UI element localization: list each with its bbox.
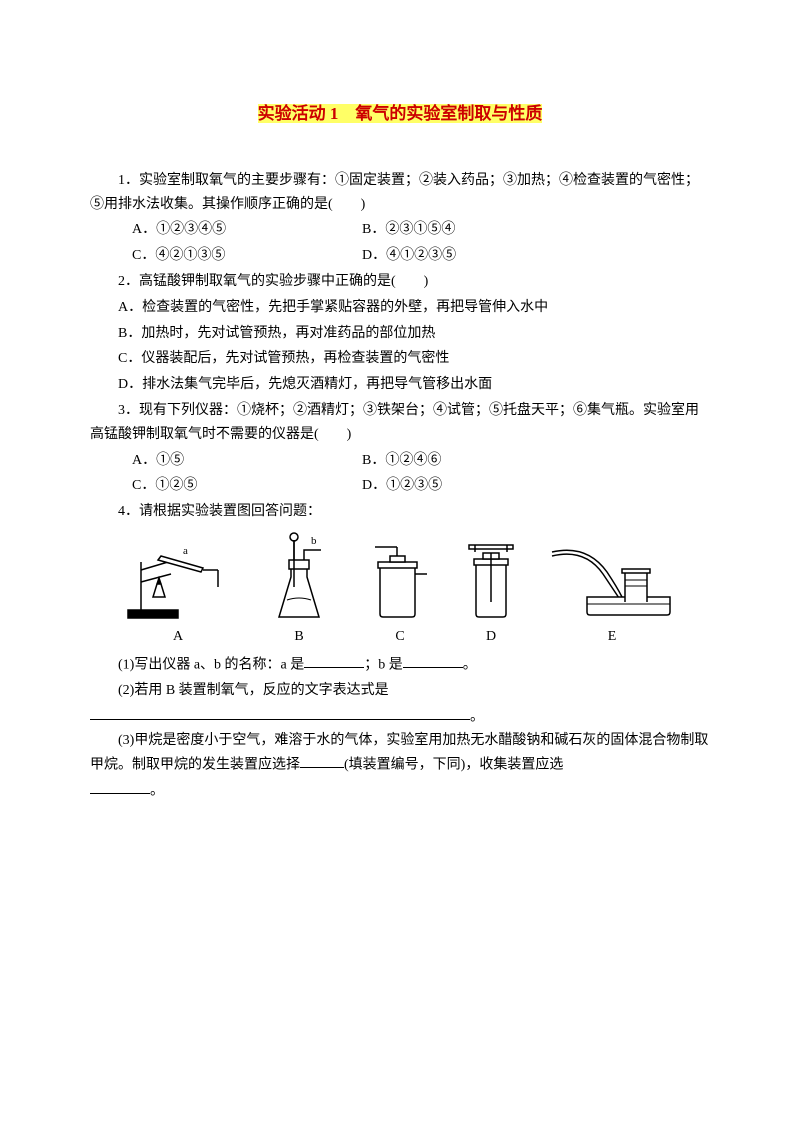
diagram-label-B: B [259,625,339,649]
q4-sub3: (3)甲烷是密度小于空气，难溶于水的气体，实验室用加热无水醋酸钠和碱石灰的固体混… [90,729,710,777]
q4-sub1: (1)写出仪器 a、b 的名称：a 是 ；b 是 。 [90,653,710,677]
diagram-row: a A b B [110,532,690,649]
q1-options-row1: A．①②③④⑤ B．②③①⑤④ [132,218,710,242]
q2-optD: D．排水法集气完毕后，先熄灭酒精灯，再把导气管移出水面 [90,373,710,397]
q4-sub2-end: 。 [470,709,484,724]
q4-sub3-mid: (填装置编号，下同)，收集装置应选 [344,757,563,772]
page-title: 实验活动 1 氧气的实验室制取与性质 [90,100,710,129]
q1-options-row2: C．④②①③⑤ D．④①②③⑤ [132,244,710,268]
apparatus-A-icon: a [123,542,233,622]
blank-device2 [90,779,150,794]
apparatus-D-icon [461,542,521,622]
diagram-E: E [547,542,677,649]
apparatus-C-icon [365,542,435,622]
q3-options-row2: C．①②⑤ D．①②③⑤ [132,474,710,498]
title-prefix: 实验活动 1 [258,104,339,123]
q3-stem: 3．现有下列仪器：①烧杯；②酒精灯；③铁架台；④试管；⑤托盘天平；⑥集气瓶。实验… [90,399,710,447]
q4-sub1-pre: (1)写出仪器 a、b 的名称：a 是 [118,657,304,672]
q1-optA: A．①②③④⑤ [132,218,362,242]
q4-sub2-line: 。 [90,705,710,729]
diagram-D: D [461,542,521,649]
q3-optB: B．①②④⑥ [362,449,592,473]
apparatus-B-icon: b [259,532,339,622]
diagram-C: C [365,542,435,649]
q3-options-row1: A．①⑤ B．①②④⑥ [132,449,710,473]
q1-optD: D．④①②③⑤ [362,244,592,268]
q2-optA: A．检查装置的气密性，先把手掌紧贴容器的外壁，再把导管伸入水中 [90,296,710,320]
q1-optB: B．②③①⑤④ [362,218,592,242]
diagram-A: a A [123,542,233,649]
q2-stem: 2．高锰酸钾制取氧气的实验步骤中正确的是( ) [90,270,710,294]
q3-optD: D．①②③⑤ [362,474,592,498]
diagram-label-A: A [123,625,233,649]
q4-sub1-mid: ；b 是 [364,657,403,672]
label-a: a [183,545,188,557]
q4-sub2: (2)若用 B 装置制氧气，反应的文字表达式是 [90,679,710,703]
title-main: 氧气的实验室制取与性质 [338,104,542,123]
q2-optB: B．加热时，先对试管预热，再对准药品的部位加热 [90,322,710,346]
q4-sub3-line2: 。 [90,779,710,803]
blank-a [304,653,364,668]
q1-optC: C．④②①③⑤ [132,244,362,268]
diagram-label-E: E [547,625,677,649]
q4-sub1-end: 。 [463,657,477,672]
q2-optC: C．仪器装配后，先对试管预热，再检查装置的气密性 [90,347,710,371]
q3-optA: A．①⑤ [132,449,362,473]
diagram-label-D: D [461,625,521,649]
diagram-B: b B [259,532,339,649]
diagram-label-C: C [365,625,435,649]
blank-device1 [300,753,344,768]
label-b: b [311,535,317,547]
q3-optC: C．①②⑤ [132,474,362,498]
apparatus-E-icon [547,542,677,622]
blank-expression [90,705,470,720]
blank-b [403,653,463,668]
q4-stem: 4．请根据实验装置图回答问题： [90,500,710,524]
q1-stem: 1．实验室制取氧气的主要步骤有：①固定装置；②装入药品；③加热；④检查装置的气密… [90,169,710,217]
q4-sub3-end: 。 [150,783,164,798]
